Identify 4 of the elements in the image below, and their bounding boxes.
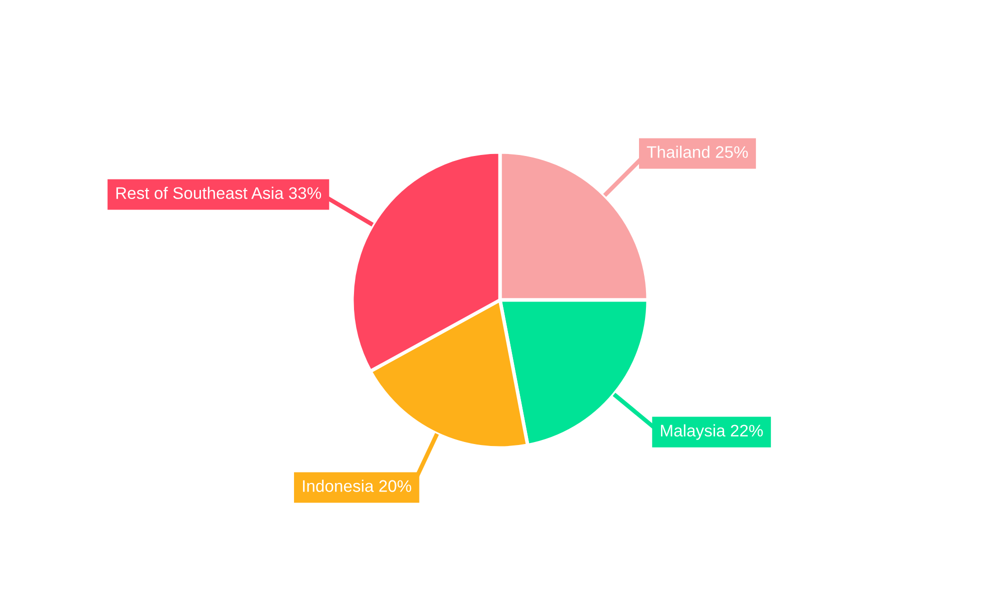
slice-label: Indonesia 20% [303, 480, 412, 492]
slice-label: Thailand 25% [646, 146, 748, 158]
slice-label: Malaysia 22% [661, 424, 763, 440]
slice-label: Rest of Southeast Asia 33% [116, 186, 322, 199]
